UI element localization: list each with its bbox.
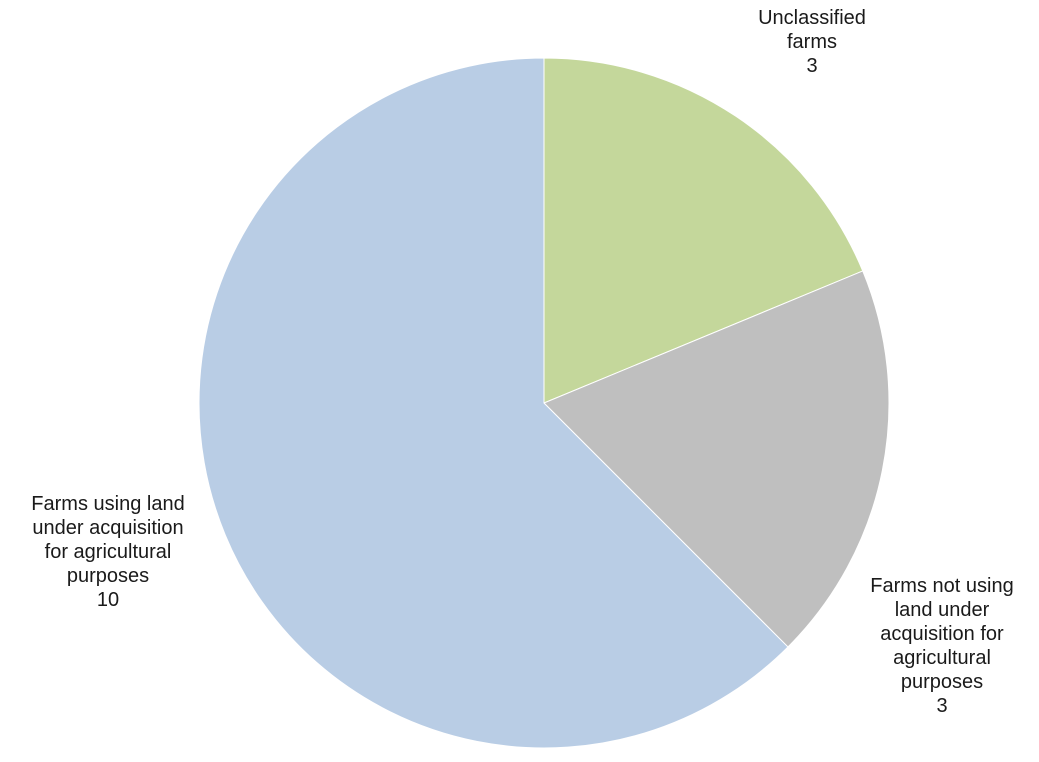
slice-label-line: land under — [894, 599, 990, 621]
pie-slice-unclassified-farms — [543, 57, 864, 404]
slice-label-unclassified-farms: Unclassified farms 3 — [732, 6, 892, 78]
slice-label-line: farms — [787, 31, 837, 53]
slice-label-line: for agricultural — [44, 541, 172, 563]
slice-label-line: Farms not using — [870, 575, 1014, 597]
slice-label-farms-not-using-land: Farms not using land under acquisition f… — [852, 574, 1032, 718]
slice-label-farms-using-land: Farms using land under acquisition for a… — [8, 492, 208, 612]
pie-slice-farms-using-land — [198, 57, 789, 749]
slice-value: 10 — [96, 589, 120, 611]
pie-slice-farms-not-using-land — [543, 270, 890, 648]
slice-label-line: agricultural — [893, 647, 991, 669]
slice-label-line: purposes — [900, 671, 984, 693]
slice-label-line: purposes — [66, 565, 150, 587]
slice-value: 3 — [806, 55, 818, 77]
slice-label-line: Farms using land — [31, 493, 185, 515]
slice-label-line: Unclassified — [758, 7, 866, 29]
slice-label-line: acquisition for — [880, 623, 1004, 645]
slice-value: 3 — [936, 695, 948, 717]
slice-label-line: under acquisition — [32, 517, 184, 539]
